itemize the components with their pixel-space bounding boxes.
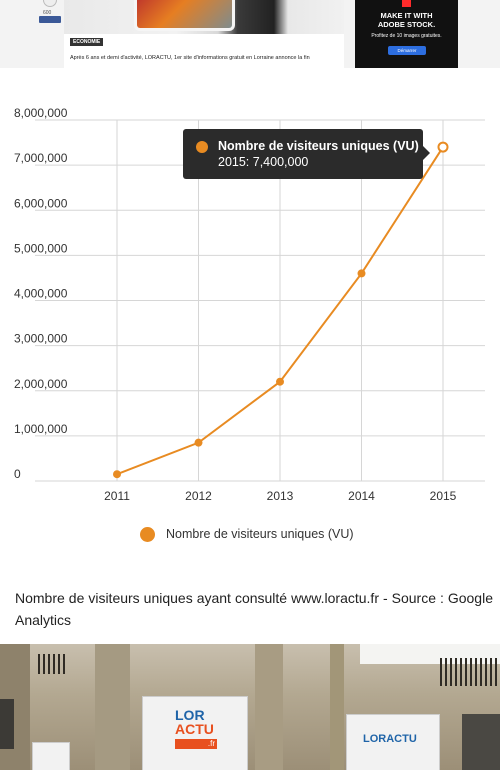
building-column [255,644,283,770]
store-sign-main: LOR ACTU .fr [142,696,248,770]
tooltip-series-marker-icon [196,141,208,153]
sign-main-line1: LOR [175,707,205,723]
data-point [437,141,449,153]
article-preview: ECONOMIE Après 6 ans et demi d'activité,… [64,0,344,68]
facebook-share-button[interactable] [39,16,61,23]
y-tick-label: 3,000,000 [14,332,68,346]
sign-right-text: LORACTU [363,733,417,745]
y-axis-ticks: 0 1,000,000 2,000,000 3,000,000 4,000,000 5,0… [14,108,68,481]
y-tick-label: 8,000,000 [14,108,68,120]
y-tick-label: 0 [14,467,21,481]
sign-main-line2: ACTU [175,721,214,737]
window [462,714,500,770]
legend-marker-icon [140,527,155,542]
store-sign-left [32,742,70,770]
article-screenshot-strip: 600 ECONOMIE Après 6 ans et demi d'activ… [0,0,500,68]
y-tick-label: 1,000,000 [14,422,68,436]
balcony-railing [38,654,66,674]
y-tick-label: 4,000,000 [14,287,68,301]
chart-grid [35,119,485,482]
storefront-photo: LOR ACTU .fr LORACTU [0,644,500,770]
x-axis-ticks: 2011 2012 2013 2014 2015 [104,489,457,503]
building-column [330,644,344,770]
y-tick-label: 7,000,000 [14,151,68,165]
data-point [357,269,366,278]
tooltip-value: 2015: 7,400,000 [218,155,309,169]
visitors-line-chart: 0 1,000,000 2,000,000 3,000,000 4,000,000 5,0… [14,108,485,503]
store-sign-right: LORACTU [346,714,440,770]
sign-main-line1-text: LOR [175,707,205,723]
article-snippet: Après 6 ans et demi d'activité, LORACTU,… [70,55,310,61]
legend-label[interactable]: Nombre de visiteurs uniques (VU) [166,527,354,541]
chart-caption: Nombre de visiteurs uniques ayant consul… [15,590,493,628]
y-tick-label: 2,000,000 [14,377,68,391]
category-badge: ECONOMIE [70,38,104,46]
share-count: 600 [43,10,52,16]
ad-headline-line1: MAKE IT WITH [380,11,433,20]
ad-subtext: Profitez de 10 images gratuites. [371,33,442,39]
x-tick-label: 2015 [430,489,457,503]
phone-screen [134,0,235,31]
ad-headline: MAKE IT WITH ADOBE STOCK. [355,11,458,29]
x-tick-label: 2011 [104,489,130,503]
sign-main-suffix: .fr [175,739,217,749]
tooltip-series-name: Nombre de visiteurs uniques (VU) [218,139,419,153]
chart-tooltip: Nombre de visiteurs uniques (VU) 2015: 7… [183,129,430,179]
series-layer [113,141,449,479]
y-tick-label: 6,000,000 [14,196,68,210]
x-tick-label: 2013 [267,489,294,503]
share-circle-icon [43,0,57,7]
data-point [113,470,121,479]
phone-image [64,0,344,34]
adobe-stock-ad[interactable]: MAKE IT WITH ADOBE STOCK. Profitez de 10… [355,0,458,68]
adobe-logo-icon [402,0,411,7]
y-tick-label: 5,000,000 [14,241,68,255]
window [0,699,14,749]
building-column [95,644,130,770]
x-tick-label: 2014 [348,489,375,503]
data-point [194,438,203,447]
ad-cta-button[interactable]: Démarrer [388,46,426,55]
x-tick-label: 2012 [185,489,212,503]
balcony-railing [440,658,500,686]
share-widget[interactable]: 600 [38,0,62,26]
data-point [276,377,284,386]
ad-headline-line2: ADOBE STOCK. [377,20,436,29]
